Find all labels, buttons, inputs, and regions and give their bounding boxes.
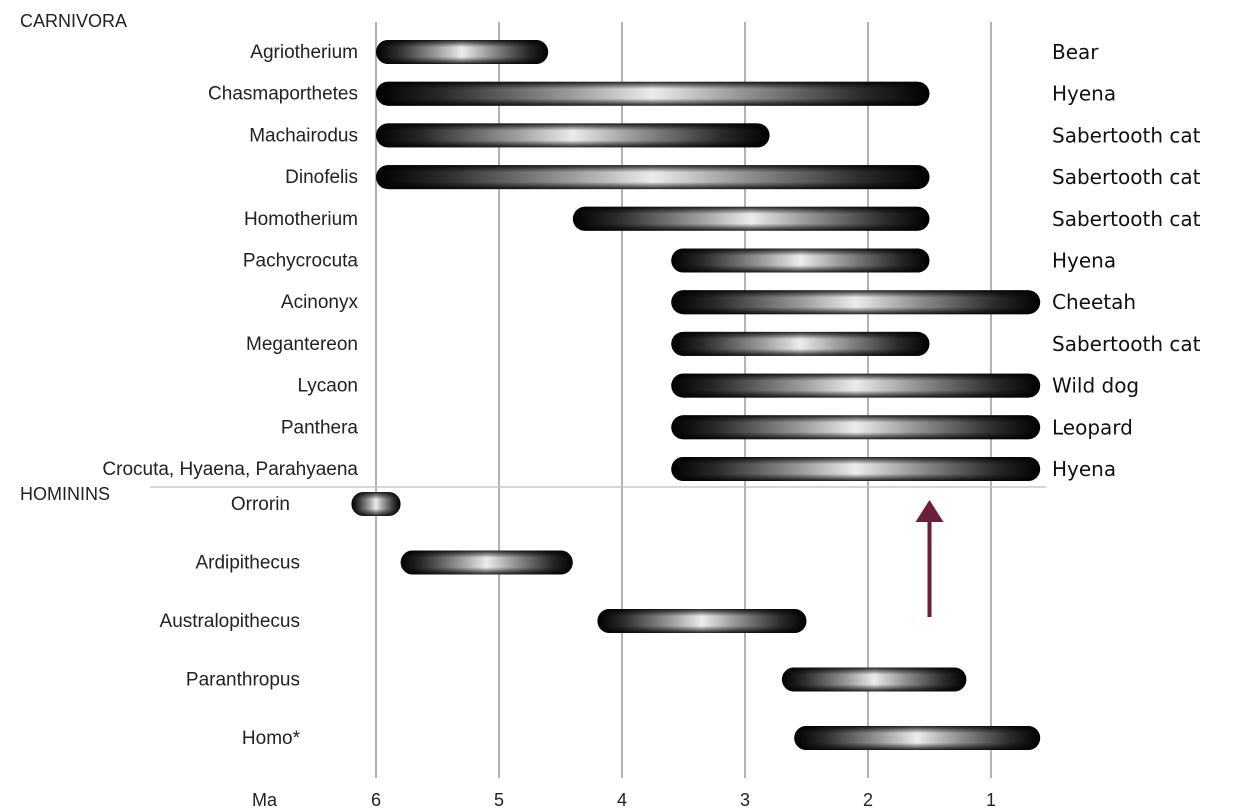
taxon-label: Chasmaporthetes: [208, 84, 358, 105]
range-bar: [597, 609, 807, 633]
taxon-label: Pachycrocuta: [243, 251, 359, 272]
x-tick-label: 1: [986, 790, 996, 810]
range-bar: [351, 492, 401, 516]
x-tick-label: 2: [863, 790, 873, 810]
group-labels: CARNIVORA HOMININS: [20, 11, 127, 504]
common-name-label: Cheetah: [1052, 290, 1136, 314]
range-bar: [794, 726, 1041, 750]
common-name-label: Hyena: [1052, 457, 1116, 481]
x-axis-ticks: 6 5 4 3 2 1: [371, 790, 996, 810]
range-bar: [671, 331, 930, 356]
range-bar: [376, 123, 770, 148]
taxon-label: Paranthropus: [186, 670, 300, 691]
taxon-label: Homotherium: [244, 209, 358, 230]
annotation-arrow: [915, 500, 944, 617]
range-bar: [376, 40, 549, 64]
taxon-label: Agriotherium: [250, 42, 358, 63]
common-name-label: Bear: [1052, 40, 1099, 64]
range-bar: [376, 165, 930, 190]
x-tick-label: 3: [740, 790, 750, 810]
range-bar: [400, 550, 573, 575]
range-bar: [671, 415, 1041, 440]
taxon-label: Crocuta, Hyaena, Parahyaena: [102, 459, 358, 480]
taxon-label: Australopithecus: [160, 611, 300, 632]
group-label-carnivora: CARNIVORA: [20, 11, 127, 31]
common-name-label: Wild dog: [1052, 374, 1139, 398]
taxon-label: Lycaon: [297, 376, 358, 397]
common-name-label: Hyena: [1052, 82, 1116, 106]
common-name-label: Hyena: [1052, 249, 1116, 273]
range-bar: [572, 206, 930, 231]
x-tick-label: 4: [617, 790, 627, 810]
range-bar: [671, 457, 1041, 481]
common-name-label: Sabertooth cat: [1052, 207, 1201, 231]
taxon-labels: Agriotherium Chasmaporthetes Machairodus Di…: [102, 42, 358, 749]
taxon-label: Megantereon: [246, 334, 358, 355]
taxon-label: Machairodus: [249, 125, 358, 146]
common-name-label: Sabertooth cat: [1052, 332, 1201, 356]
range-bar: [376, 81, 930, 106]
common-name-label: Sabertooth cat: [1052, 165, 1201, 189]
taxon-label: Ardipithecus: [195, 553, 300, 574]
group-label-hominins: HOMININS: [20, 484, 110, 504]
range-bars: [351, 40, 1041, 750]
range-bar: [671, 290, 1041, 315]
x-tick-label: 5: [494, 790, 504, 810]
range-bar: [671, 248, 930, 273]
taxon-label: Orrorin: [231, 494, 290, 515]
taxon-label: Dinofelis: [285, 167, 358, 188]
common-name-label: Leopard: [1052, 415, 1133, 439]
x-tick-label: 6: [371, 790, 381, 810]
range-bar: [781, 667, 967, 692]
arrow-head: [915, 500, 944, 522]
x-axis-label: Ma: [252, 790, 278, 810]
gridlines: [375, 22, 992, 778]
common-name-label: Sabertooth cat: [1052, 123, 1201, 147]
range-bar: [671, 373, 1041, 398]
common-name-labels: Bear Hyena Sabertooth cat Sabertooth cat Sab…: [1052, 40, 1201, 481]
taxon-label: Panthera: [281, 417, 359, 438]
taxon-label: Homo*: [242, 728, 301, 749]
taxon-label: Acinonyx: [281, 292, 359, 313]
